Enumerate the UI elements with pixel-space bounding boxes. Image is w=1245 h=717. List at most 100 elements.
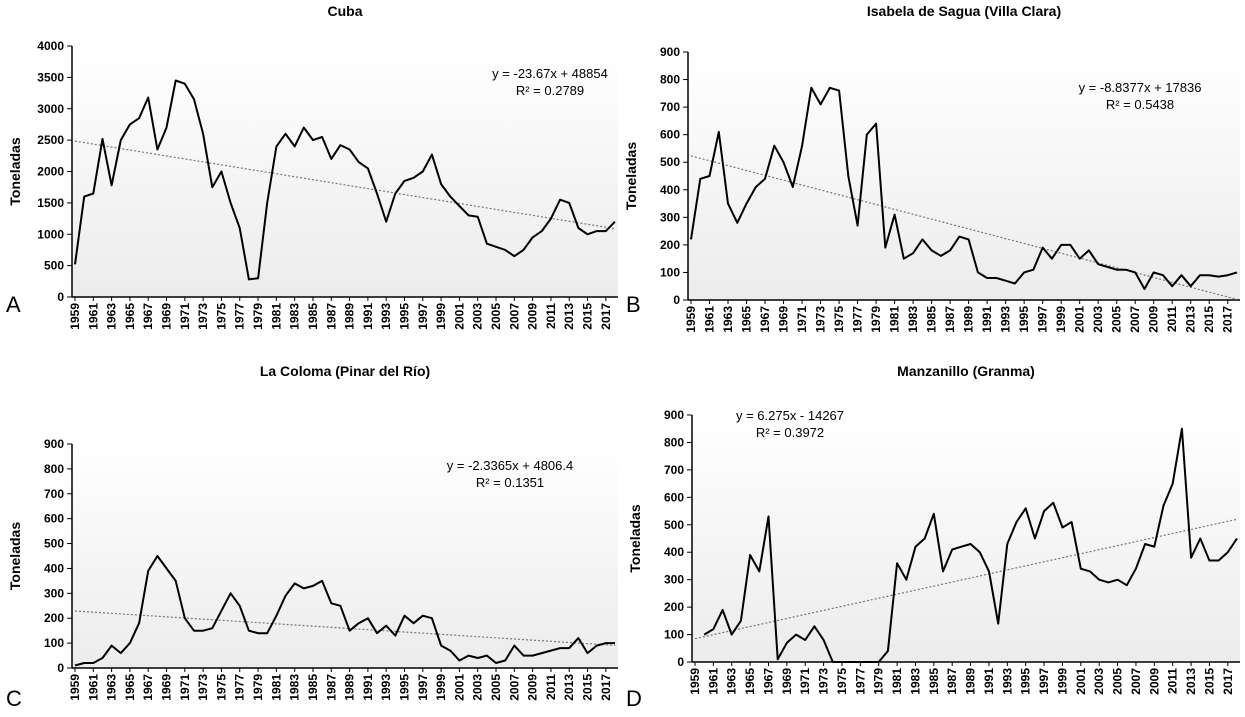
y-tick-label: 500 (664, 518, 684, 532)
y-tick-label: 0 (673, 293, 680, 307)
x-tick-label: 2001 (1074, 668, 1088, 695)
x-tick-label: 2013 (1184, 668, 1198, 695)
equation: y = -8.8377x + 17836 (1079, 80, 1202, 95)
x-tick-label: 1969 (777, 306, 791, 333)
x-tick-label: 2005 (489, 303, 503, 330)
y-tick-label: 1500 (37, 196, 64, 210)
x-tick-label: 1975 (214, 303, 228, 330)
x-tick-label: 1991 (361, 303, 375, 330)
x-tick-label: 1967 (761, 668, 775, 695)
panel: Manzanillo (Granma) Toneladas D 0 100 200 300 4… (626, 363, 1240, 711)
x-tick-label: 1995 (1019, 668, 1033, 695)
x-tick-label: 1971 (178, 303, 192, 330)
x-tick-label: 1969 (160, 303, 174, 330)
x-tick-label: 2007 (507, 674, 521, 701)
x-tick-label: 1979 (251, 303, 265, 330)
x-tick-label: 1993 (1000, 668, 1014, 695)
x-tick-label: 1999 (1055, 668, 1069, 695)
y-tick-label: 3000 (37, 102, 64, 116)
y-tick-label: 500 (44, 259, 64, 273)
x-tick-label: 1967 (758, 306, 772, 333)
x-tick-label: 2003 (1092, 668, 1106, 695)
y-tick-label: 200 (660, 238, 680, 252)
y-tick-label: 400 (44, 561, 64, 575)
x-tick-label: 1977 (851, 306, 865, 333)
x-tick-label: 1997 (416, 303, 430, 330)
x-tick-label: 1997 (416, 674, 430, 701)
x-tick-label: 2009 (526, 674, 540, 701)
x-tick-label: 2009 (1147, 306, 1161, 333)
y-tick-label: 500 (660, 155, 680, 169)
x-tick-label: 1997 (1036, 306, 1050, 333)
x-tick-label: 1959 (68, 303, 82, 330)
y-axis-label: Toneladas (7, 137, 23, 205)
x-tick-label: 1975 (835, 668, 849, 695)
panel-label: A (6, 292, 21, 317)
trendline (694, 518, 1238, 640)
x-tick-label: 1989 (343, 674, 357, 701)
x-tick-label: 1963 (725, 668, 739, 695)
y-tick-label: 2500 (37, 133, 64, 147)
x-tick-label: 1983 (288, 303, 302, 330)
y-tick-label: 300 (44, 586, 64, 600)
y-tick-label: 900 (664, 408, 684, 422)
plot-area (72, 444, 618, 668)
equation: y = 6.275x - 14267 (736, 408, 844, 423)
chart-title: Isabela de Sagua (Villa Clara) (867, 3, 1061, 19)
y-tick-label: 900 (660, 45, 680, 59)
equation: R² = 0.1351 (476, 475, 544, 490)
data-line (74, 555, 615, 667)
x-tick-label: 1969 (780, 668, 794, 695)
y-tick-label: 1000 (37, 227, 64, 241)
x-tick-label: 1977 (233, 674, 247, 701)
x-tick-label: 2007 (1129, 668, 1143, 695)
plot-area (688, 52, 1240, 300)
x-tick-label: 1989 (343, 303, 357, 330)
y-axis-label: Toneladas (623, 142, 639, 210)
x-tick-label: 2013 (1184, 306, 1198, 333)
x-tick-label: 1977 (233, 303, 247, 330)
chart-title: Manzanillo (Granma) (897, 363, 1035, 379)
x-tick-label: 2011 (544, 674, 558, 700)
panel: Isabela de Sagua (Villa Clara) Toneladas B… (623, 3, 1240, 333)
y-tick-label: 0 (677, 655, 684, 669)
x-tick-label: 1973 (196, 674, 210, 701)
x-tick-label: 2007 (1128, 306, 1142, 333)
x-tick-label: 2001 (452, 674, 466, 701)
x-tick-label: 1965 (743, 668, 757, 695)
data-line (690, 86, 1238, 290)
x-tick-label: 2009 (526, 303, 540, 330)
y-tick-label: 600 (664, 490, 684, 504)
x-tick-label: 2011 (1166, 668, 1180, 694)
x-tick-label: 1987 (324, 674, 338, 701)
panel: La Coloma (Pinar del Río) Toneladas C 0 100 2… (6, 363, 618, 711)
y-tick-label: 2000 (37, 165, 64, 179)
y-tick-label: 400 (660, 183, 680, 197)
x-tick-label: 1985 (925, 306, 939, 333)
x-tick-label: 1959 (68, 674, 82, 701)
x-tick-label: 1979 (872, 668, 886, 695)
x-tick-label: 1987 (943, 306, 957, 333)
x-tick-label: 1995 (1017, 306, 1031, 333)
x-tick-label: 1987 (324, 303, 338, 330)
y-tick-label: 0 (57, 290, 64, 304)
y-tick-label: 100 (44, 636, 64, 650)
x-tick-label: 1965 (123, 674, 137, 701)
x-tick-label: 2005 (489, 674, 503, 701)
y-tick-label: 3500 (37, 70, 64, 84)
x-tick-label: 1963 (721, 306, 735, 333)
chart-title: La Coloma (Pinar del Río) (260, 363, 430, 379)
x-tick-label: 1999 (434, 303, 448, 330)
y-axis-label: Toneladas (627, 504, 643, 572)
x-tick-label: 1965 (123, 303, 137, 330)
panel-label: B (626, 292, 641, 317)
y-tick-label: 800 (664, 435, 684, 449)
x-tick-label: 2017 (599, 674, 613, 701)
x-tick-label: 2015 (581, 303, 595, 330)
x-tick-label: 1993 (379, 303, 393, 330)
x-tick-label: 1961 (86, 303, 100, 330)
y-tick-label: 400 (664, 545, 684, 559)
x-tick-label: 1993 (379, 674, 393, 701)
plot-area (692, 415, 1240, 662)
